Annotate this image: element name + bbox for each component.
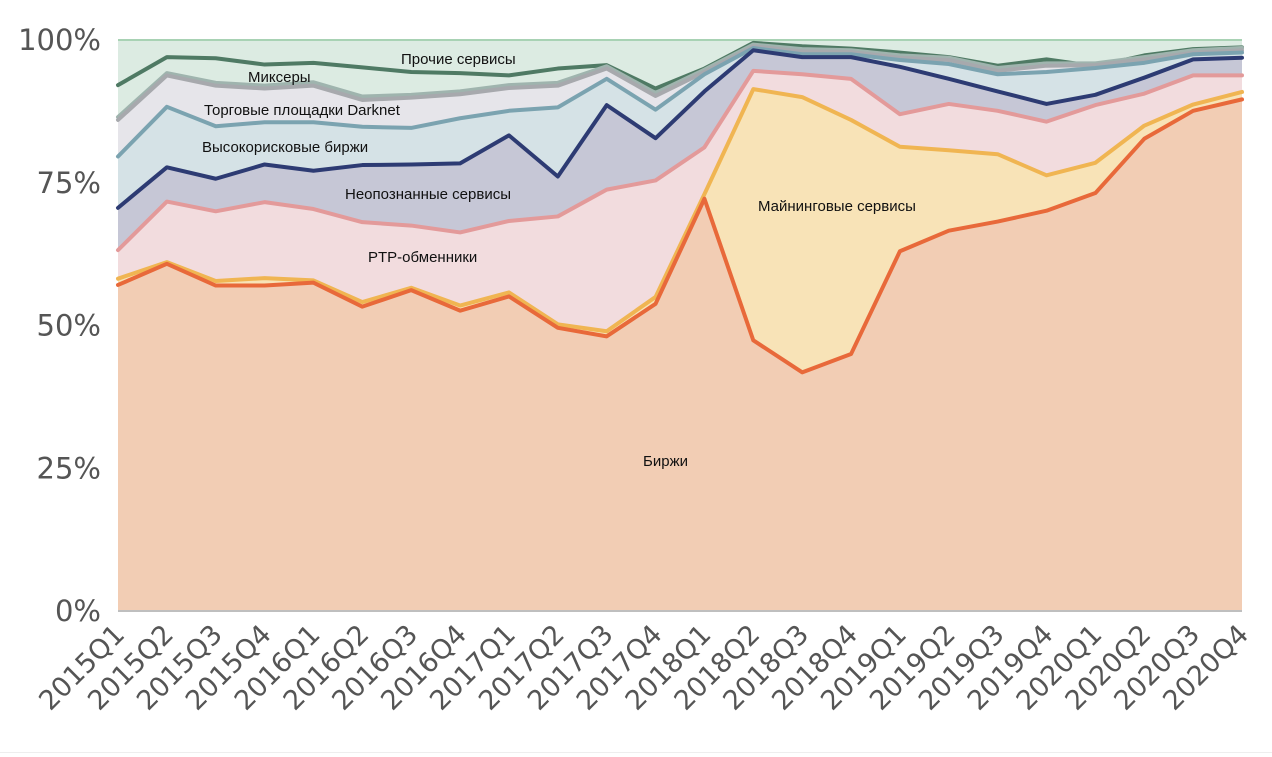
area-биржи	[118, 99, 1242, 611]
y-axis-ticks: 0% 25% 50% 75% 100%	[18, 23, 101, 628]
y-tick-label: 75%	[37, 166, 101, 200]
series-lines	[116, 39, 1244, 375]
y-tick-label: 25%	[37, 451, 101, 485]
area-top-band	[118, 40, 1242, 89]
y-tick-label: 100%	[18, 23, 101, 57]
line-миксеры	[116, 42, 1244, 120]
annotation-ptp: PTP-обменники	[368, 249, 477, 266]
line-биржи	[116, 97, 1244, 375]
line-неопознанные-сервисы	[116, 48, 1244, 210]
annotation-other: Прочие сервисы	[401, 51, 516, 68]
y-tick-label: 0%	[55, 594, 101, 628]
annotation-darknet: Торговые площадки Darknet	[204, 102, 401, 119]
line-прочие-сервисы	[116, 40, 1244, 91]
line-ptp-обменники	[116, 68, 1244, 253]
annotation-mining: Майнинговые сервисы	[758, 198, 916, 215]
annotation-high-risk: Высокорисковые биржи	[202, 139, 368, 156]
annotation-unidentified: Неопознанные сервисы	[345, 186, 511, 203]
line-майнинговые-сервисы	[116, 87, 1244, 334]
series-areas	[118, 40, 1242, 612]
y-tick-label: 50%	[37, 309, 101, 343]
annotation-mixers: Миксеры	[248, 69, 311, 86]
series-annotations: Прочие сервисы Миксеры Торговые площадки…	[202, 51, 916, 470]
annotation-exchanges: Биржи	[643, 453, 688, 470]
bottom-divider	[0, 752, 1272, 753]
line-торговые-площадки-darknet	[116, 44, 1244, 122]
line-высокорисковые-биржи	[116, 45, 1244, 159]
